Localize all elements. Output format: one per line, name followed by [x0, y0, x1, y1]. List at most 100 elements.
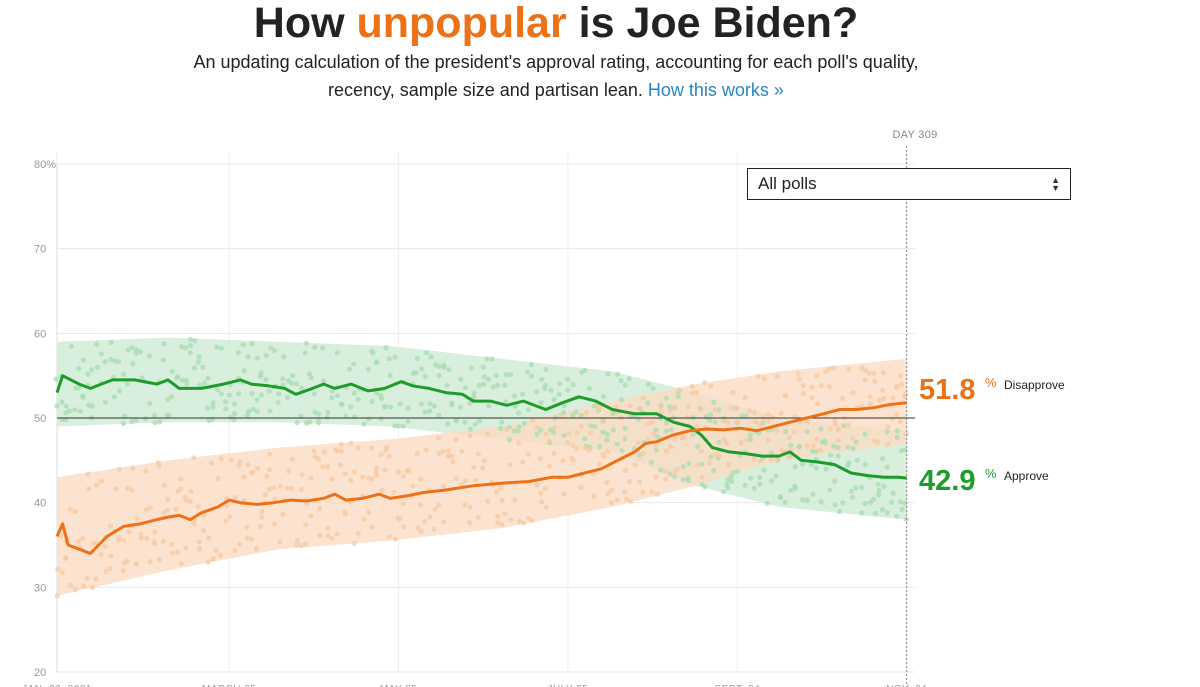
poll-dot	[632, 462, 638, 468]
poll-dot	[244, 535, 250, 541]
poll-dot	[853, 439, 859, 445]
poll-dot	[307, 419, 313, 425]
poll-dot	[778, 410, 784, 416]
poll-dot	[813, 436, 819, 442]
poll-dot	[267, 408, 273, 414]
poll-dot	[635, 440, 641, 446]
poll-dot	[388, 404, 394, 410]
poll-dot	[614, 441, 620, 447]
poll-dot	[294, 542, 300, 548]
poll-dot	[325, 409, 331, 415]
poll-dot	[897, 499, 903, 505]
poll-dot	[667, 407, 674, 414]
poll-dot	[859, 365, 865, 371]
poll-dot	[622, 425, 628, 431]
poll-dot	[472, 421, 478, 427]
poll-dot	[903, 391, 909, 397]
poll-dot	[548, 387, 554, 393]
poll-dot	[133, 417, 139, 423]
poll-dot	[742, 482, 748, 488]
poll-dot	[654, 434, 660, 440]
y-tick-label: 60	[34, 328, 46, 340]
poll-dot	[724, 481, 730, 487]
poll-dot	[164, 507, 170, 513]
how-this-works-link[interactable]: How this works »	[647, 80, 784, 100]
poll-dot	[743, 413, 749, 419]
poll-dot	[462, 385, 468, 391]
poll-dot	[614, 497, 620, 503]
poll-dot	[298, 413, 304, 419]
poll-dot	[205, 375, 211, 381]
poll-dot	[499, 497, 505, 504]
poll-dot	[495, 513, 501, 520]
poll-dot	[850, 446, 856, 452]
poll-dot	[552, 425, 558, 431]
poll-dot	[471, 394, 477, 400]
poll-dot	[160, 538, 166, 544]
poll-dot	[268, 345, 274, 351]
poll-dot	[59, 399, 65, 405]
poll-dot	[618, 378, 624, 384]
poll-dot	[178, 486, 184, 492]
poll-dot	[894, 411, 900, 417]
poll-dot	[462, 502, 468, 508]
poll-dot	[462, 478, 468, 484]
poll-dot	[237, 541, 243, 547]
poll-dot	[605, 491, 611, 497]
poll-dot	[757, 458, 763, 464]
poll-dot	[725, 419, 731, 426]
poll-dot	[237, 459, 243, 465]
poll-dot	[116, 534, 122, 541]
poll-dot	[285, 485, 291, 491]
poll-dot	[622, 436, 628, 442]
poll-dot	[155, 460, 162, 466]
poll-dot	[85, 471, 91, 477]
approve-value: 42.9	[919, 465, 975, 497]
poll-dot	[751, 485, 757, 491]
poll-filter-select[interactable]: All polls ▲ ▼	[747, 168, 1071, 200]
poll-dot	[466, 520, 473, 526]
poll-dot	[201, 512, 207, 519]
poll-dot	[867, 400, 874, 407]
poll-dot	[108, 553, 114, 559]
poll-dot	[259, 514, 265, 520]
poll-dot	[142, 416, 148, 422]
poll-dot	[316, 416, 322, 422]
poll-dot	[223, 399, 229, 405]
poll-dot	[676, 387, 683, 394]
poll-dot	[258, 373, 264, 379]
poll-dot	[250, 406, 256, 412]
poll-dot	[66, 408, 72, 414]
poll-dot	[480, 465, 486, 471]
poll-dot	[658, 405, 664, 411]
poll-dot	[174, 549, 180, 555]
poll-dot	[663, 448, 670, 454]
poll-dot	[743, 437, 750, 443]
poll-dot	[423, 350, 430, 356]
poll-dot	[232, 494, 238, 500]
poll-dot	[422, 409, 428, 415]
poll-dot	[169, 550, 175, 556]
poll-dot	[374, 359, 380, 365]
poll-dot	[534, 424, 540, 430]
poll-dot	[410, 483, 416, 489]
poll-dot	[475, 514, 481, 521]
poll-dot	[374, 465, 380, 471]
poll-dot	[329, 476, 335, 482]
poll-dot	[871, 370, 877, 376]
poll-dot	[867, 394, 873, 400]
poll-dot	[355, 396, 361, 403]
select-arrows-icon: ▲ ▼	[1051, 175, 1060, 193]
poll-dot	[561, 410, 567, 416]
poll-dot	[436, 502, 442, 508]
poll-dot	[756, 421, 763, 427]
poll-dot	[735, 419, 741, 425]
trend-lines	[55, 146, 915, 687]
poll-dot	[161, 510, 167, 516]
poll-dot	[266, 388, 272, 394]
poll-dot	[708, 454, 714, 460]
approve-end-label: 42.9% Approve	[919, 465, 1049, 497]
poll-dot	[448, 453, 455, 459]
poll-dot	[209, 460, 215, 466]
poll-dot	[597, 405, 603, 412]
